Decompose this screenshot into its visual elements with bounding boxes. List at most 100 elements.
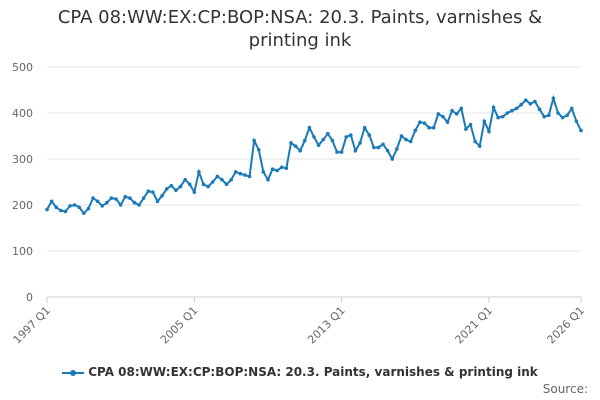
- data-point: [316, 143, 321, 147]
- data-point: [579, 128, 583, 133]
- y-tick-label: 0: [26, 291, 33, 304]
- data-point: [59, 208, 63, 213]
- data-point: [118, 203, 123, 207]
- data-point: [450, 108, 454, 113]
- data-point: [284, 166, 289, 170]
- x-tick-label: 2026 Q1: [545, 304, 588, 347]
- data-point: [95, 199, 100, 204]
- data-point: [192, 190, 197, 194]
- data-point: [473, 139, 477, 144]
- data-point: [349, 133, 353, 137]
- data-point: [569, 106, 574, 111]
- data-point: [491, 105, 496, 110]
- chart-title: CPA 08:WW:EX:CP:BOP:NSA: 20.3. Paints, v…: [57, 7, 543, 51]
- data-point: [261, 170, 266, 174]
- data-point: [335, 150, 339, 154]
- data-point: [183, 177, 187, 182]
- data-point: [86, 206, 91, 211]
- data-point: [229, 177, 233, 182]
- y-tick-label: 500: [12, 61, 33, 74]
- data-point: [201, 182, 206, 187]
- data-point: [77, 205, 82, 210]
- data-point: [519, 102, 523, 107]
- data-point: [312, 135, 316, 139]
- data-point: [528, 102, 533, 106]
- x-tick-label: 2021 Q1: [453, 304, 496, 347]
- data-point: [353, 148, 358, 153]
- data-point: [413, 128, 418, 133]
- data-point: [82, 211, 86, 216]
- legend: CPA 08:WW:EX:CP:BOP:NSA: 20.3. Paints, v…: [0, 365, 600, 379]
- data-point: [482, 119, 487, 124]
- y-tick-label: 100: [12, 245, 33, 258]
- data-point: [376, 145, 381, 150]
- data-point: [298, 148, 302, 153]
- data-point: [556, 111, 560, 115]
- data-point: [362, 125, 367, 130]
- data-point: [551, 96, 556, 101]
- data-point: [537, 107, 542, 112]
- data-point: [247, 174, 252, 179]
- data-point: [187, 182, 192, 187]
- data-point: [496, 115, 500, 120]
- data-point: [293, 144, 298, 148]
- data-point: [404, 137, 408, 142]
- data-point: [390, 157, 395, 161]
- data-point: [500, 114, 505, 119]
- data-point: [233, 170, 238, 174]
- data-point: [270, 167, 275, 171]
- data-point: [224, 182, 229, 187]
- data-point: [431, 125, 436, 130]
- data-point: [215, 174, 220, 179]
- data-point: [459, 106, 464, 111]
- data-point: [326, 131, 330, 136]
- y-tick-label: 300: [12, 153, 33, 166]
- data-point: [574, 119, 579, 124]
- data-point: [436, 112, 441, 116]
- data-point: [399, 134, 404, 138]
- data-point: [339, 150, 344, 154]
- data-point: [445, 120, 450, 124]
- data-point: [49, 199, 54, 204]
- data-point: [151, 190, 155, 194]
- data-point: [533, 99, 537, 104]
- data-point: [441, 114, 445, 119]
- data-point: [238, 171, 243, 176]
- data-point: [385, 148, 390, 153]
- data-point: [422, 121, 427, 125]
- data-point: [160, 194, 164, 198]
- data-point: [114, 197, 118, 201]
- data-point: [72, 203, 77, 207]
- data-point: [487, 129, 491, 134]
- data-point: [307, 125, 312, 130]
- data-point: [105, 200, 109, 205]
- data-point: [523, 98, 528, 102]
- data-point: [45, 207, 49, 212]
- data-point: [109, 196, 114, 200]
- data-point: [155, 199, 160, 204]
- data-point: [63, 209, 68, 214]
- data-point: [330, 138, 335, 143]
- data-point: [454, 112, 459, 116]
- data-line: [46, 94, 582, 215]
- data-point: [565, 113, 569, 118]
- data-point: [123, 194, 128, 199]
- data-point: [178, 184, 183, 189]
- data-point: [505, 111, 510, 115]
- data-point: [275, 168, 279, 173]
- data-point: [367, 133, 372, 137]
- data-point: [68, 204, 72, 208]
- data-point: [174, 188, 178, 193]
- legend-swatch: [62, 369, 85, 376]
- data-point: [141, 196, 146, 200]
- data-point: [418, 120, 422, 124]
- data-point: [132, 200, 137, 205]
- data-point: [54, 205, 59, 210]
- data-point: [100, 204, 105, 208]
- data-point: [514, 106, 519, 111]
- data-point: [197, 170, 201, 174]
- data-point: [210, 180, 215, 184]
- data-point: [321, 137, 326, 142]
